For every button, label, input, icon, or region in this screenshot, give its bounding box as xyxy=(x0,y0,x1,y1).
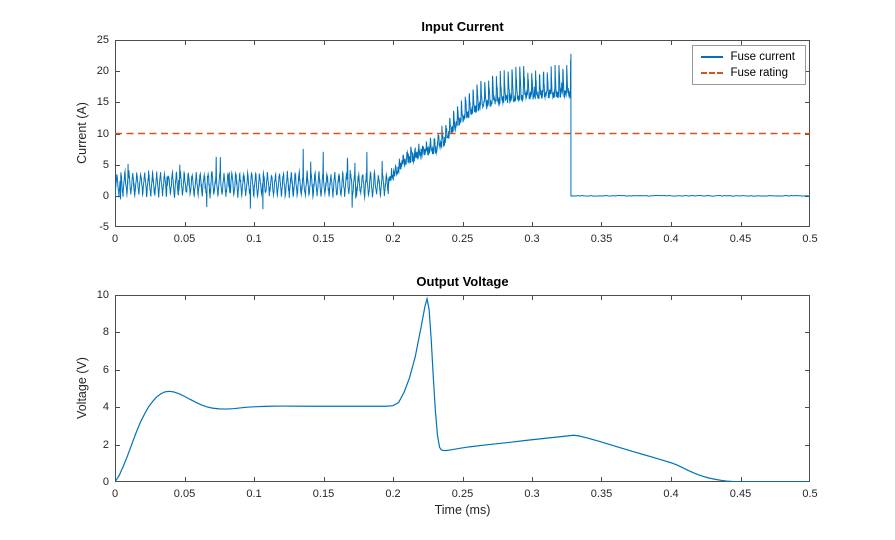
x-tick-label: 0.25 xyxy=(451,488,474,500)
x-tick-label: 0.15 xyxy=(312,488,335,500)
y-tick-label: -5 xyxy=(99,221,109,233)
x-tick-label: 0.05 xyxy=(173,233,196,245)
x-tick-label: 0.2 xyxy=(385,488,401,500)
legend-label: Fuse current xyxy=(730,51,795,63)
y-tick-label: 4 xyxy=(102,401,109,414)
legend: Fuse current Fuse rating xyxy=(692,45,806,85)
y-tick-label: 15 xyxy=(96,96,109,109)
x-tick-label: 0.15 xyxy=(312,233,335,245)
y-tick-label: 5 xyxy=(102,158,109,171)
x-axis-label: Time (ms) xyxy=(434,503,491,517)
x-tick-label: 0.3 xyxy=(524,233,540,245)
plot-area-output-voltage xyxy=(115,295,810,482)
x-tick-label: 0.35 xyxy=(590,488,613,500)
x-tick-label: 0.4 xyxy=(663,488,679,500)
y-tick-label: 20 xyxy=(96,65,109,78)
x-tick-label: 0.45 xyxy=(729,233,752,245)
y-tick-label: 10 xyxy=(96,289,109,301)
chart-title-output-voltage: Output Voltage xyxy=(416,274,509,289)
x-tick-label: 0.4 xyxy=(663,233,679,245)
legend-entry: Fuse current xyxy=(701,51,795,63)
x-tick-label: 0.05 xyxy=(173,488,196,500)
x-tick-label: 0.3 xyxy=(524,488,540,500)
y-tick-label: 6 xyxy=(102,363,109,376)
y-tick-label: 8 xyxy=(102,326,109,339)
y-tick-label: 10 xyxy=(96,127,109,140)
legend-entry: Fuse rating xyxy=(701,67,795,79)
y-tick-label: 2 xyxy=(102,438,109,451)
x-tick-label: 0.35 xyxy=(590,233,613,245)
x-tick-label: 0.2 xyxy=(385,233,401,245)
x-tick-label: 0.5 xyxy=(802,488,818,500)
x-tick-label: 0 xyxy=(111,233,119,245)
legend-line-sample xyxy=(701,72,724,74)
legend-line-sample xyxy=(701,56,724,58)
chart-title-input-current: Input Current xyxy=(421,19,504,34)
y-tick-label: 0 xyxy=(102,476,109,488)
x-tick-label: 0.45 xyxy=(729,488,752,500)
x-tick-label: 0.1 xyxy=(246,488,262,500)
x-tick-label: 0 xyxy=(111,488,119,500)
y-tick-label: 25 xyxy=(96,34,109,46)
y-tick-label: 0 xyxy=(102,189,109,202)
legend-label: Fuse rating xyxy=(730,67,788,79)
x-tick-label: 0.1 xyxy=(246,233,262,245)
output-voltage-canvas xyxy=(115,295,810,482)
x-tick-label: 0.5 xyxy=(802,233,818,245)
x-tick-label: 0.25 xyxy=(451,233,474,245)
